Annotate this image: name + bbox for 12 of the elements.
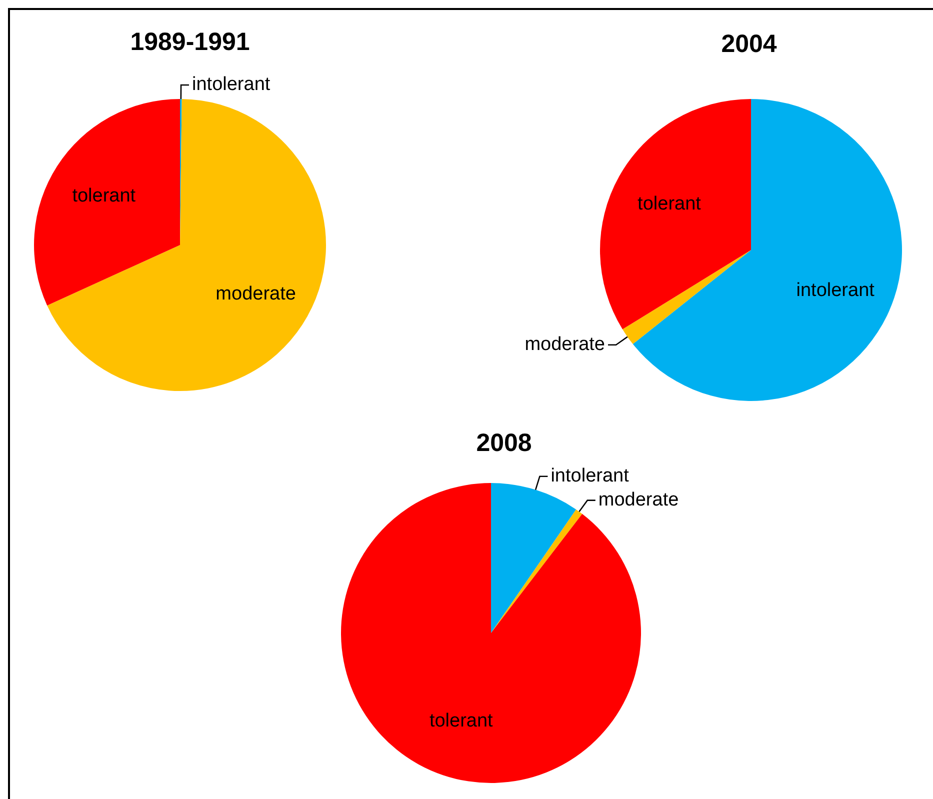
chart-title: 2004 xyxy=(721,30,777,59)
slice-label: tolerant xyxy=(72,185,136,206)
slice-label: moderate xyxy=(524,334,606,356)
chart-title: 2008 xyxy=(476,429,532,458)
slice-label: moderate xyxy=(598,490,679,511)
slice-label: intolerant xyxy=(796,280,876,301)
slice-label: intolerant xyxy=(550,466,630,487)
chart-title: 1989-1991 xyxy=(130,28,250,57)
slice-label: moderate xyxy=(216,284,296,305)
slice-label: intolerant xyxy=(192,74,271,96)
slice-label: tolerant xyxy=(429,710,494,732)
slice-label: tolerant xyxy=(638,194,702,215)
